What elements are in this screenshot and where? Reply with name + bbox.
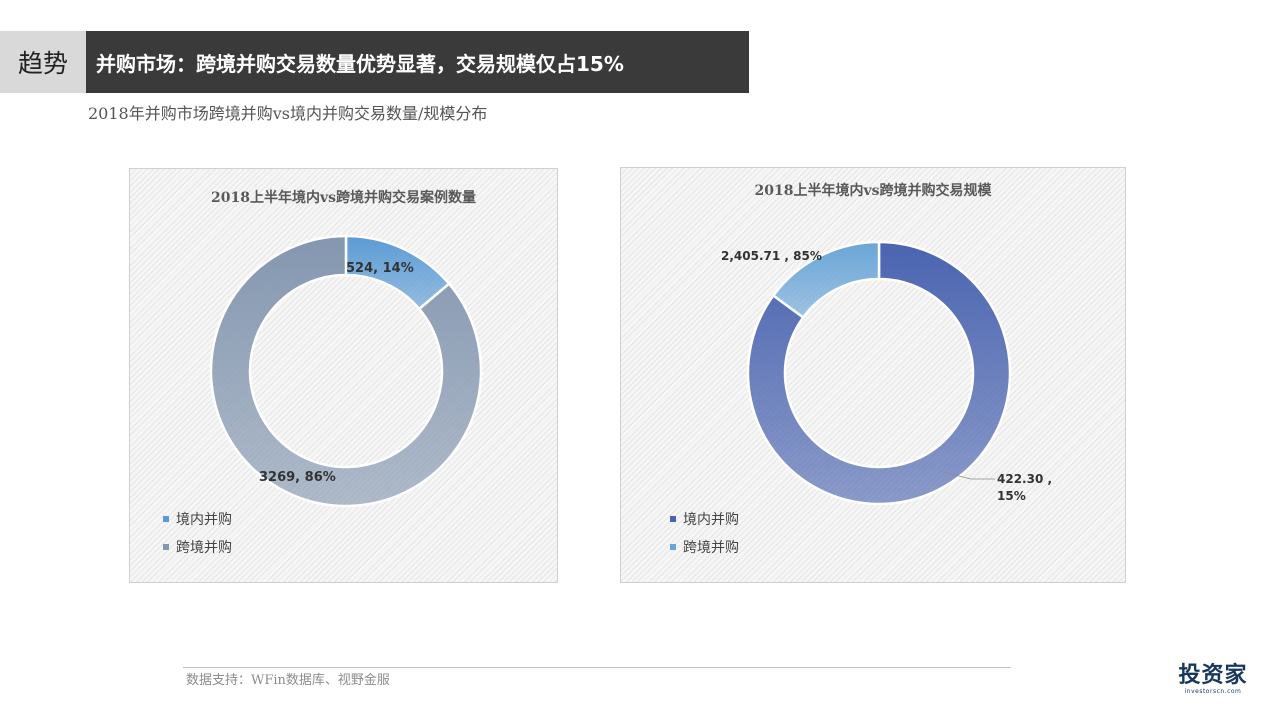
- donut-chart-scale: 2,405.71 , 85% 422.30 , 15%: [721, 240, 1052, 506]
- donut-chart-count: 524, 14% 3269, 86%: [209, 234, 483, 508]
- leader-line: [938, 470, 995, 480]
- legend-label: 跨境并购: [683, 540, 739, 556]
- legend-item: 境内并购: [670, 505, 739, 533]
- data-label: 524, 14%: [346, 261, 414, 276]
- data-label: 422.30 , 15%: [997, 472, 1052, 503]
- chart-panel-count: 524, 14% 3269, 86% 2018上半年境内vs跨境并购交易案例数量 …: [129, 168, 558, 583]
- legend-marker: [163, 544, 169, 550]
- legend-label: 境内并购: [176, 512, 232, 528]
- legend-label: 境内并购: [683, 512, 739, 528]
- donut-slice-0: [746, 240, 1012, 506]
- brand-logo: 投资家 investorscn.com: [1172, 663, 1254, 696]
- section-tag: 趋势: [0, 31, 86, 93]
- data-label: 2,405.71 , 85%: [721, 249, 822, 263]
- chart-panel-scale: 2,405.71 , 85% 422.30 , 15% 2018上半年境内vs跨境并…: [620, 167, 1126, 583]
- page-title: 并购市场：跨境并购交易数量优势显著，交易规模仅占15%: [86, 31, 749, 93]
- chart-legend: 境内并购 跨境并购: [670, 505, 739, 561]
- legend-item: 境内并购: [163, 505, 232, 533]
- legend-marker: [163, 516, 169, 522]
- footer-divider: [183, 667, 1011, 668]
- chart-title: 2018上半年境内vs跨境并购交易规模: [754, 183, 992, 199]
- legend-item: 跨境并购: [670, 533, 739, 561]
- legend-label: 跨境并购: [176, 540, 232, 556]
- legend-marker: [670, 544, 676, 550]
- logo-site: investorscn.com: [1184, 688, 1242, 695]
- donut-slice-1: [209, 234, 483, 508]
- logo-text: 投资家: [1178, 663, 1248, 688]
- legend-marker: [670, 516, 676, 522]
- page-subtitle: 2018年并购市场跨境并购vs境内并购交易数量/规模分布: [88, 104, 488, 123]
- donut-slice-1: [771, 240, 881, 320]
- data-label: 3269, 86%: [259, 470, 336, 485]
- legend-item: 跨境并购: [163, 533, 232, 561]
- data-source: 数据支持：WFin数据库、视野金服: [186, 673, 390, 688]
- chart-legend: 境内并购 跨境并购: [163, 505, 232, 561]
- chart-title: 2018上半年境内vs跨境并购交易案例数量: [211, 190, 476, 206]
